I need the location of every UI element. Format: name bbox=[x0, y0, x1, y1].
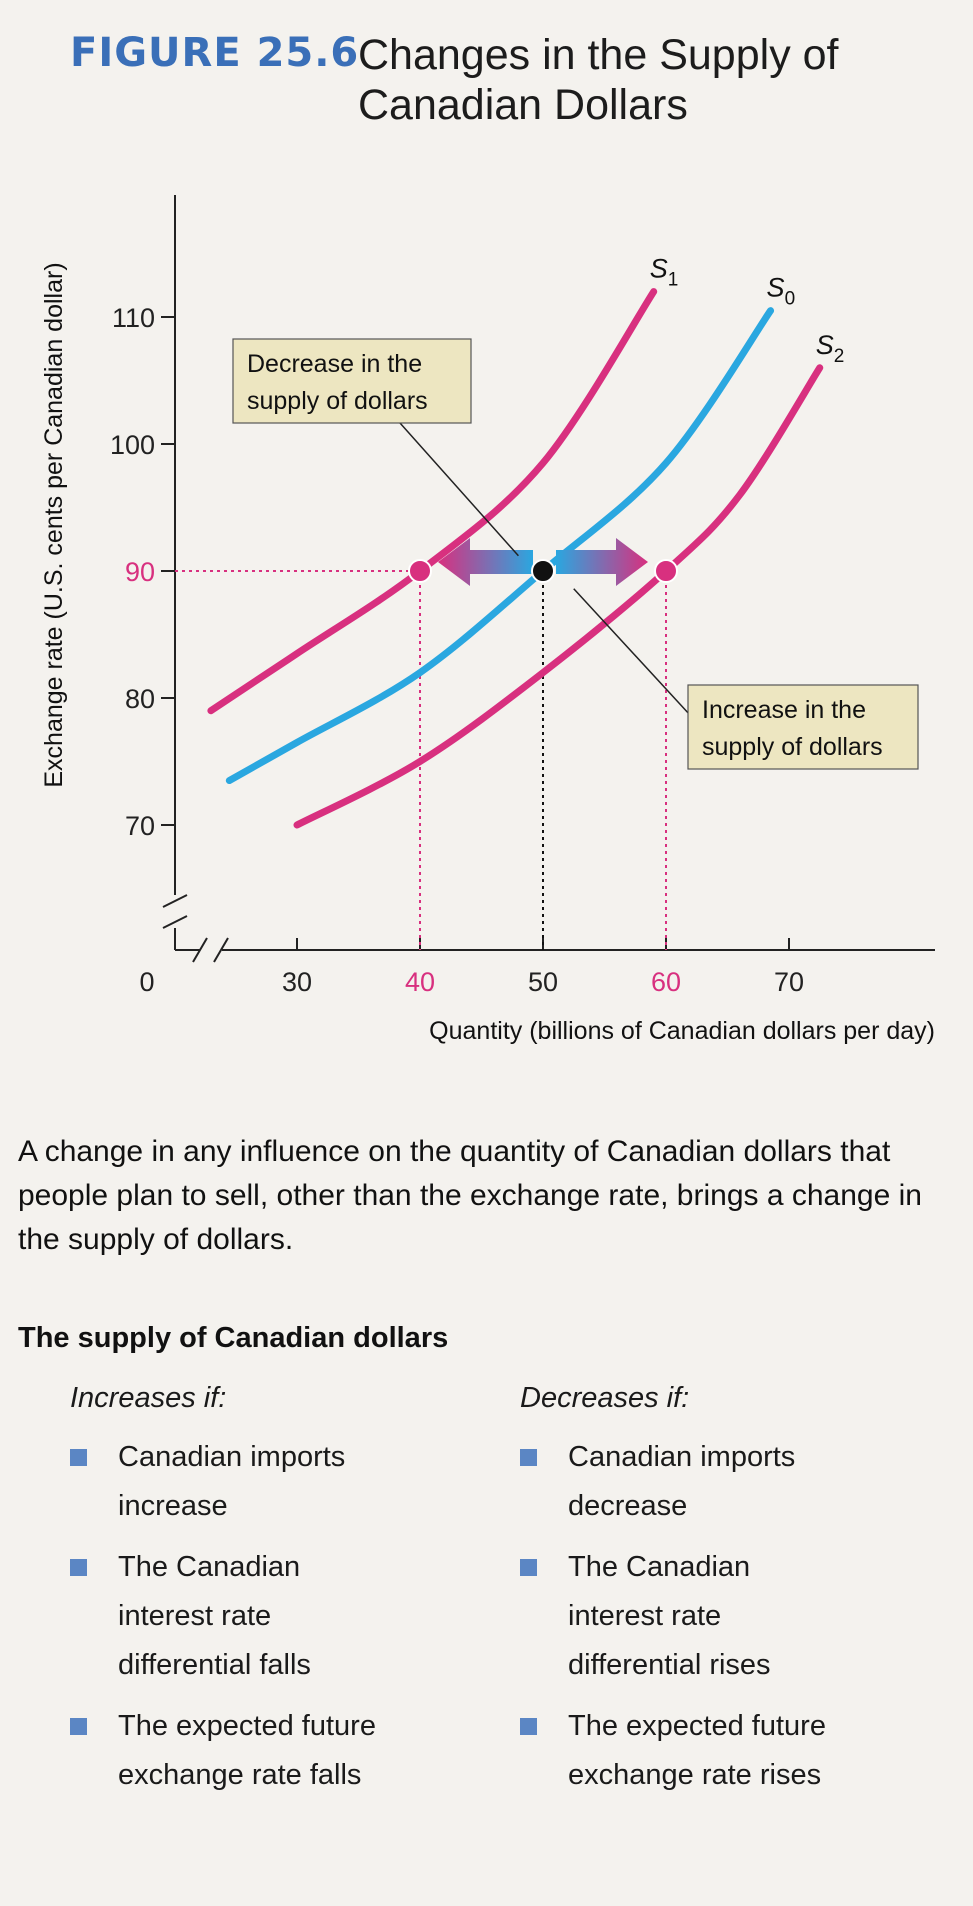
curve-label-S2: S2 bbox=[816, 330, 845, 367]
points bbox=[408, 559, 678, 583]
decrease-item-text: The expected future exchange rate rises bbox=[568, 1710, 826, 1791]
curve-S0 bbox=[225, 307, 775, 785]
increase-item: The expected future exchange rate falls bbox=[70, 1702, 398, 1800]
x-tick-label: 70 bbox=[774, 967, 804, 997]
increase-item-text: The Canadian interest rate differential … bbox=[118, 1551, 311, 1681]
square-bullet-icon bbox=[70, 1559, 87, 1576]
y-tick-label: 110 bbox=[112, 303, 155, 333]
shift-arrows bbox=[438, 538, 648, 586]
y-tick-label: 80 bbox=[125, 684, 155, 714]
y-axis-title: Exchange rate (U.S. cents per Canadian d… bbox=[40, 262, 68, 787]
decrease-item: The Canadian interest rate differential … bbox=[520, 1543, 848, 1690]
increase-item: Canadian imports increase bbox=[70, 1433, 398, 1531]
point-S2-at-90 bbox=[654, 559, 678, 583]
panel-title: The supply of Canadian dollars bbox=[18, 1322, 449, 1354]
callout-text: supply of dollars bbox=[247, 387, 428, 415]
figure-caption: A change in any influence on the quantit… bbox=[18, 1135, 922, 1256]
square-bullet-icon bbox=[520, 1449, 537, 1466]
decreases-heading: Decreases if: bbox=[520, 1382, 690, 1414]
y-tick-label: 90 bbox=[125, 557, 155, 587]
supply-chart: 70 80 90 100 110 30 40 50 60 70 0 Quantity (billion… bbox=[40, 195, 935, 1045]
square-bullet-icon bbox=[520, 1718, 537, 1735]
callout-decrease: Decrease in the supply of dollars bbox=[232, 338, 519, 557]
x-tick-label: 50 bbox=[528, 967, 558, 997]
square-bullet-icon bbox=[70, 1449, 87, 1466]
decrease-item-text: Canadian imports decrease bbox=[568, 1441, 796, 1522]
point-S1-at-90 bbox=[408, 559, 432, 583]
figure-title: Changes in the Supply of Canadian Dollar… bbox=[358, 31, 839, 129]
guide-lines bbox=[175, 570, 667, 950]
callout-leader bbox=[399, 422, 519, 557]
shift-left-arrow bbox=[438, 538, 533, 586]
decrease-item: The expected future exchange rate rises bbox=[520, 1702, 848, 1800]
origin-label: 0 bbox=[139, 967, 154, 997]
decrease-item-text: The Canadian interest rate differential … bbox=[568, 1551, 771, 1681]
curve-label-S1: S1 bbox=[650, 254, 679, 291]
increase-item: The Canadian interest rate differential … bbox=[70, 1543, 398, 1690]
increases-column: Increases if: Canadian imports increase … bbox=[70, 1382, 470, 1812]
callout-text: supply of dollars bbox=[702, 733, 883, 761]
increase-item-text: Canadian imports increase bbox=[118, 1441, 346, 1522]
square-bullet-icon bbox=[520, 1559, 537, 1576]
callout-text: Increase in the bbox=[702, 696, 866, 724]
callout-text: Decrease in the bbox=[247, 350, 422, 378]
y-axis-break-icon bbox=[162, 894, 188, 929]
shift-right-arrow bbox=[556, 538, 648, 586]
y-tick-label: 70 bbox=[125, 811, 155, 841]
callout-leader bbox=[573, 588, 691, 716]
figure-label: FIGURE 25.6 bbox=[70, 30, 360, 76]
square-bullet-icon bbox=[70, 1718, 87, 1735]
increase-item-text: The expected future exchange rate falls bbox=[118, 1710, 376, 1791]
callout-box bbox=[232, 338, 472, 424]
y-tick-label: 100 bbox=[110, 430, 155, 460]
x-tick-label: 60 bbox=[651, 967, 681, 997]
callout-box bbox=[687, 684, 919, 770]
x-tick-label: 40 bbox=[405, 967, 435, 997]
labels: 70 80 90 100 110 30 40 50 60 70 0 Quantity (billion… bbox=[40, 254, 935, 1045]
x-axis-title: Quantity (billions of Canadian dollars p… bbox=[429, 1017, 935, 1045]
decrease-item: Canadian imports decrease bbox=[520, 1433, 848, 1531]
curve-S2 bbox=[293, 364, 824, 829]
callout-increase: Increase in the supply of dollars bbox=[573, 588, 919, 770]
axes bbox=[161, 195, 935, 963]
decreases-column: Decreases if: Canadian imports decrease … bbox=[520, 1382, 920, 1812]
x-tick-label: 30 bbox=[282, 967, 312, 997]
curve-label-S0: S0 bbox=[767, 273, 796, 310]
point-equilibrium bbox=[531, 559, 555, 583]
increases-heading: Increases if: bbox=[70, 1382, 227, 1414]
x-axis-break-icon bbox=[192, 937, 229, 963]
